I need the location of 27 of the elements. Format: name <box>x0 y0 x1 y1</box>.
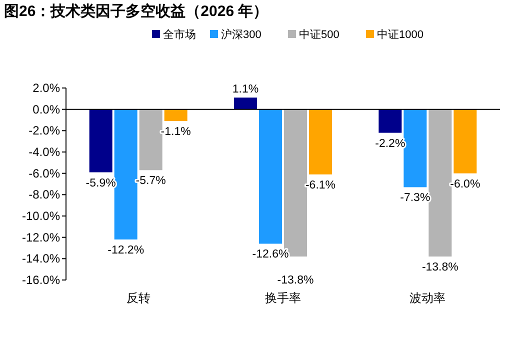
legend-label: 全市场 <box>163 28 196 41</box>
y-tick-label: 2.0% <box>32 81 60 95</box>
legend-label: 沪深300 <box>221 28 262 41</box>
y-tick-label: -16.0% <box>22 273 60 287</box>
y-tick-label: -8.0% <box>28 188 60 202</box>
x-tick-label: 波动率 <box>410 291 446 305</box>
data-label: -6.0% <box>450 178 480 190</box>
data-label: -13.8% <box>422 262 458 274</box>
y-tick-label: -4.0% <box>28 145 60 159</box>
data-label: -1.1% <box>160 126 191 138</box>
y-tick-label: -6.0% <box>28 166 60 180</box>
data-label: 1.1% <box>232 84 259 96</box>
legend-label: 中证1000 <box>377 28 424 41</box>
data-label: -13.8% <box>277 274 314 287</box>
data-label: -7.3% <box>400 192 430 204</box>
chart-title: 图26：技术类因子多空收益（2026 年） <box>4 2 268 20</box>
y-tick-label: -12.0% <box>22 230 60 244</box>
data-label: -6.1% <box>305 179 336 192</box>
x-tick-label: 换手率 <box>265 291 301 305</box>
data-label: -12.2% <box>108 244 144 256</box>
legend-label: 中证500 <box>299 28 340 41</box>
y-tick-label: -2.0% <box>28 124 60 138</box>
y-tick-label: 0.0% <box>32 102 60 116</box>
x-tick-label: 反转 <box>126 291 150 305</box>
data-label: -12.6% <box>252 248 289 261</box>
y-tick-label: -14.0% <box>22 252 60 266</box>
y-tick-label: -10.0% <box>22 209 60 223</box>
